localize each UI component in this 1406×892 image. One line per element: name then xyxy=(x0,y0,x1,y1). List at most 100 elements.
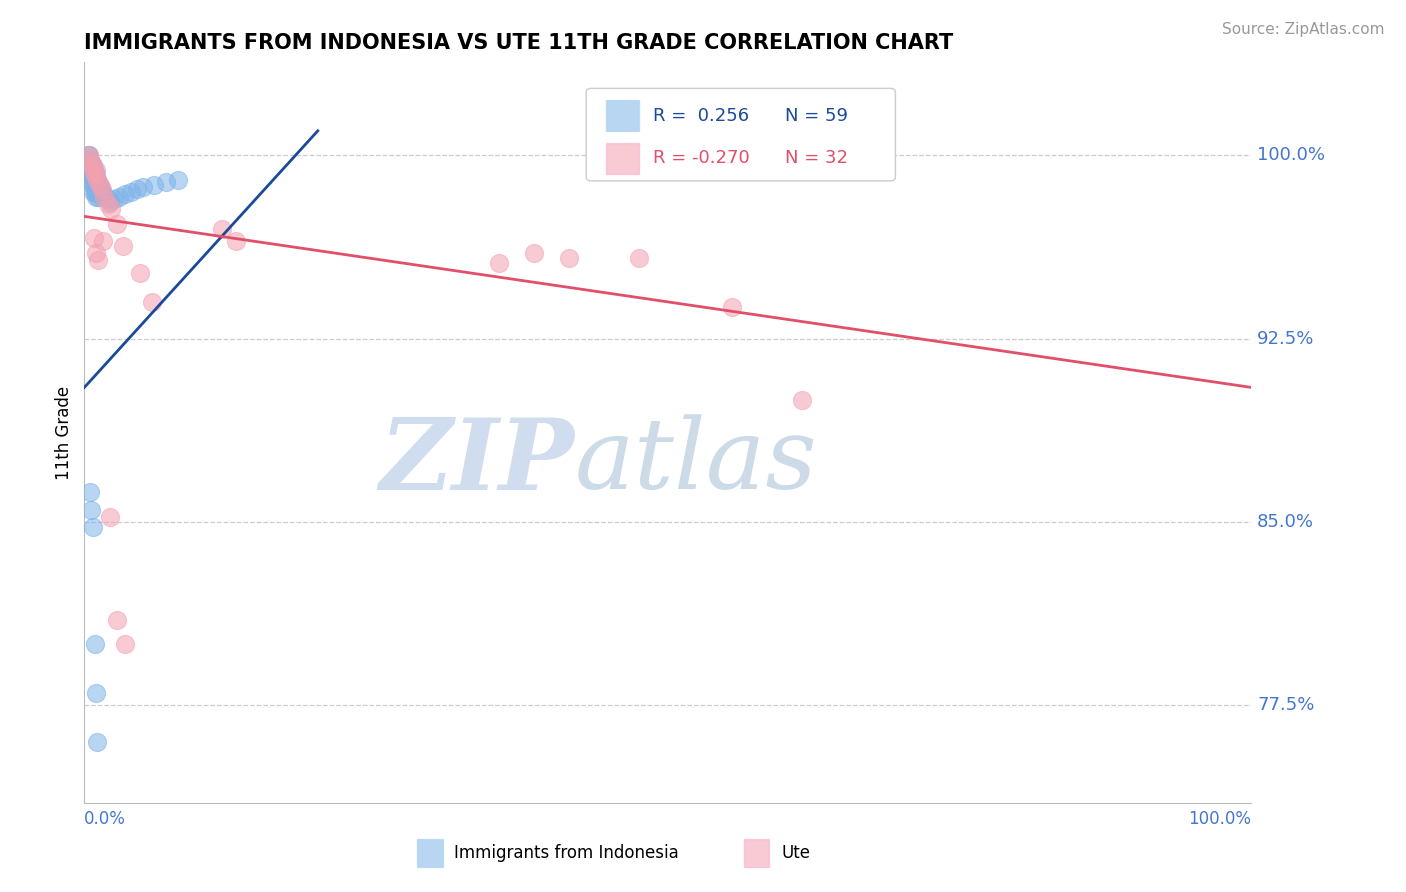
Point xyxy=(120,185,142,199)
Point xyxy=(114,637,136,651)
Text: R = -0.270: R = -0.270 xyxy=(652,150,749,168)
Point xyxy=(83,180,105,194)
Point xyxy=(84,163,107,178)
Text: Source: ZipAtlas.com: Source: ZipAtlas.com xyxy=(1222,22,1385,37)
Text: Immigrants from Indonesia: Immigrants from Indonesia xyxy=(454,844,679,863)
Point xyxy=(77,153,100,168)
Point xyxy=(129,266,152,280)
Point xyxy=(84,172,107,186)
Point xyxy=(79,153,101,168)
Point xyxy=(84,686,107,700)
Point xyxy=(82,185,104,199)
Point xyxy=(83,168,105,182)
Point xyxy=(98,194,121,209)
Point xyxy=(111,238,134,252)
FancyBboxPatch shape xyxy=(586,88,896,181)
Text: atlas: atlas xyxy=(575,415,817,510)
Point xyxy=(83,165,105,179)
Point xyxy=(84,185,107,199)
Point xyxy=(90,190,112,204)
Text: Ute: Ute xyxy=(782,844,810,863)
Point xyxy=(83,165,105,179)
Point xyxy=(557,251,579,265)
Point xyxy=(90,182,112,196)
Point xyxy=(132,180,155,194)
Point xyxy=(79,485,101,500)
Point xyxy=(91,234,114,248)
FancyBboxPatch shape xyxy=(418,839,443,867)
Text: 100.0%: 100.0% xyxy=(1257,146,1326,164)
Point xyxy=(76,148,98,162)
Point xyxy=(87,253,110,268)
Point xyxy=(103,192,125,206)
Point xyxy=(84,168,107,182)
Point xyxy=(83,185,105,199)
Text: N = 32: N = 32 xyxy=(785,150,848,168)
Point xyxy=(83,168,105,182)
Point xyxy=(84,246,107,260)
Point xyxy=(94,190,117,204)
Point xyxy=(83,170,105,185)
Point xyxy=(721,300,744,314)
Point xyxy=(627,251,650,265)
Point xyxy=(488,256,510,270)
Point xyxy=(83,637,105,651)
Point xyxy=(83,172,105,186)
Point xyxy=(97,192,120,206)
Point xyxy=(105,613,128,627)
Text: 100.0%: 100.0% xyxy=(1188,810,1251,828)
Point xyxy=(125,182,148,196)
Text: 85.0%: 85.0% xyxy=(1257,513,1315,531)
Text: N = 59: N = 59 xyxy=(785,107,848,125)
Point xyxy=(87,190,110,204)
Point xyxy=(155,175,177,189)
Point xyxy=(83,163,105,178)
Y-axis label: 11th Grade: 11th Grade xyxy=(55,385,73,480)
Point xyxy=(225,234,247,248)
Point xyxy=(82,168,104,182)
Point xyxy=(97,197,120,211)
Point xyxy=(80,155,103,169)
Point xyxy=(82,161,104,175)
Point xyxy=(91,187,114,202)
FancyBboxPatch shape xyxy=(744,839,769,867)
Point xyxy=(90,182,112,196)
Point xyxy=(82,519,104,533)
Point xyxy=(80,158,103,172)
Text: 77.5%: 77.5% xyxy=(1257,696,1315,714)
Point xyxy=(90,185,112,199)
Point xyxy=(83,231,105,245)
Point xyxy=(100,202,122,216)
Point xyxy=(211,221,233,235)
Point xyxy=(77,148,100,162)
Point xyxy=(98,510,121,524)
Point xyxy=(86,185,108,199)
Point xyxy=(523,246,546,260)
Point xyxy=(86,178,108,192)
Point xyxy=(166,172,188,186)
Point xyxy=(80,502,103,516)
Point xyxy=(87,182,110,196)
Point xyxy=(86,172,108,186)
Text: R =  0.256: R = 0.256 xyxy=(652,107,749,125)
Point xyxy=(790,392,813,407)
Text: IMMIGRANTS FROM INDONESIA VS UTE 11TH GRADE CORRELATION CHART: IMMIGRANTS FROM INDONESIA VS UTE 11TH GR… xyxy=(84,32,953,53)
Point xyxy=(141,294,163,309)
Point xyxy=(86,735,108,749)
Point xyxy=(82,158,104,172)
Point xyxy=(79,165,101,179)
Point xyxy=(89,180,111,194)
Point xyxy=(82,178,104,192)
FancyBboxPatch shape xyxy=(606,100,638,131)
Point xyxy=(80,163,103,178)
Point xyxy=(114,187,136,202)
Point xyxy=(80,155,103,169)
Point xyxy=(108,190,131,204)
Point xyxy=(93,190,115,204)
Text: 92.5%: 92.5% xyxy=(1257,329,1315,348)
Point xyxy=(79,153,101,168)
Point xyxy=(82,172,104,186)
Point xyxy=(105,217,128,231)
Point xyxy=(84,178,107,192)
Point xyxy=(87,175,110,189)
